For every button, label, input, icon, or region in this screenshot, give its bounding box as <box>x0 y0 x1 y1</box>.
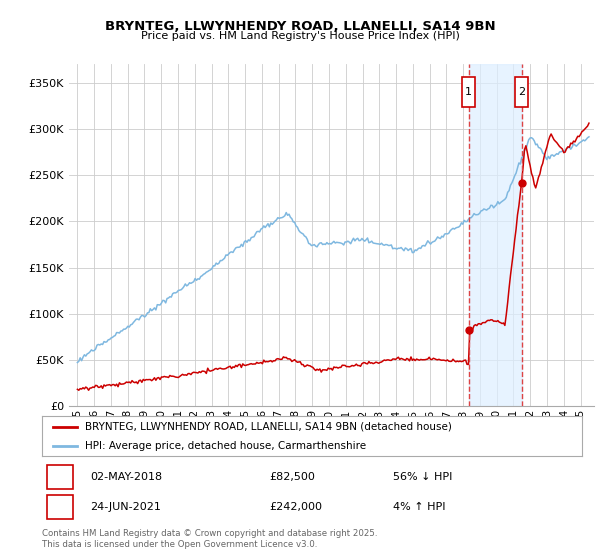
Text: 2: 2 <box>518 87 525 97</box>
Text: 1: 1 <box>57 472 64 482</box>
FancyBboxPatch shape <box>47 465 73 489</box>
Text: Contains HM Land Registry data © Crown copyright and database right 2025.
This d: Contains HM Land Registry data © Crown c… <box>42 529 377 549</box>
Text: 2: 2 <box>57 502 64 512</box>
Text: HPI: Average price, detached house, Carmarthenshire: HPI: Average price, detached house, Carm… <box>85 441 367 450</box>
Text: 02-MAY-2018: 02-MAY-2018 <box>91 472 163 482</box>
Bar <box>469 64 521 406</box>
FancyBboxPatch shape <box>515 77 528 107</box>
Text: 1: 1 <box>465 87 472 97</box>
Text: £242,000: £242,000 <box>269 502 322 512</box>
Text: 56% ↓ HPI: 56% ↓ HPI <box>393 472 452 482</box>
Text: 4% ↑ HPI: 4% ↑ HPI <box>393 502 445 512</box>
Text: Price paid vs. HM Land Registry's House Price Index (HPI): Price paid vs. HM Land Registry's House … <box>140 31 460 41</box>
FancyBboxPatch shape <box>47 496 73 519</box>
Text: BRYNTEG, LLWYNHENDY ROAD, LLANELLI, SA14 9BN (detached house): BRYNTEG, LLWYNHENDY ROAD, LLANELLI, SA14… <box>85 422 452 432</box>
FancyBboxPatch shape <box>462 77 475 107</box>
Text: BRYNTEG, LLWYNHENDY ROAD, LLANELLI, SA14 9BN: BRYNTEG, LLWYNHENDY ROAD, LLANELLI, SA14… <box>104 20 496 32</box>
Text: £82,500: £82,500 <box>269 472 314 482</box>
Text: 24-JUN-2021: 24-JUN-2021 <box>91 502 161 512</box>
